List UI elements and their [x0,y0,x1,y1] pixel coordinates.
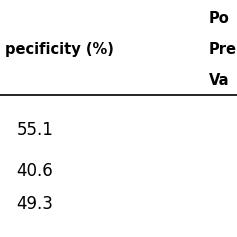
Text: 55.1: 55.1 [17,121,54,139]
Text: 40.6: 40.6 [17,162,53,180]
Text: pecificity (%): pecificity (%) [5,42,114,57]
Text: Po: Po [209,11,229,27]
Text: 49.3: 49.3 [17,195,54,213]
Text: Pre: Pre [209,42,237,57]
Text: Va: Va [209,73,229,88]
